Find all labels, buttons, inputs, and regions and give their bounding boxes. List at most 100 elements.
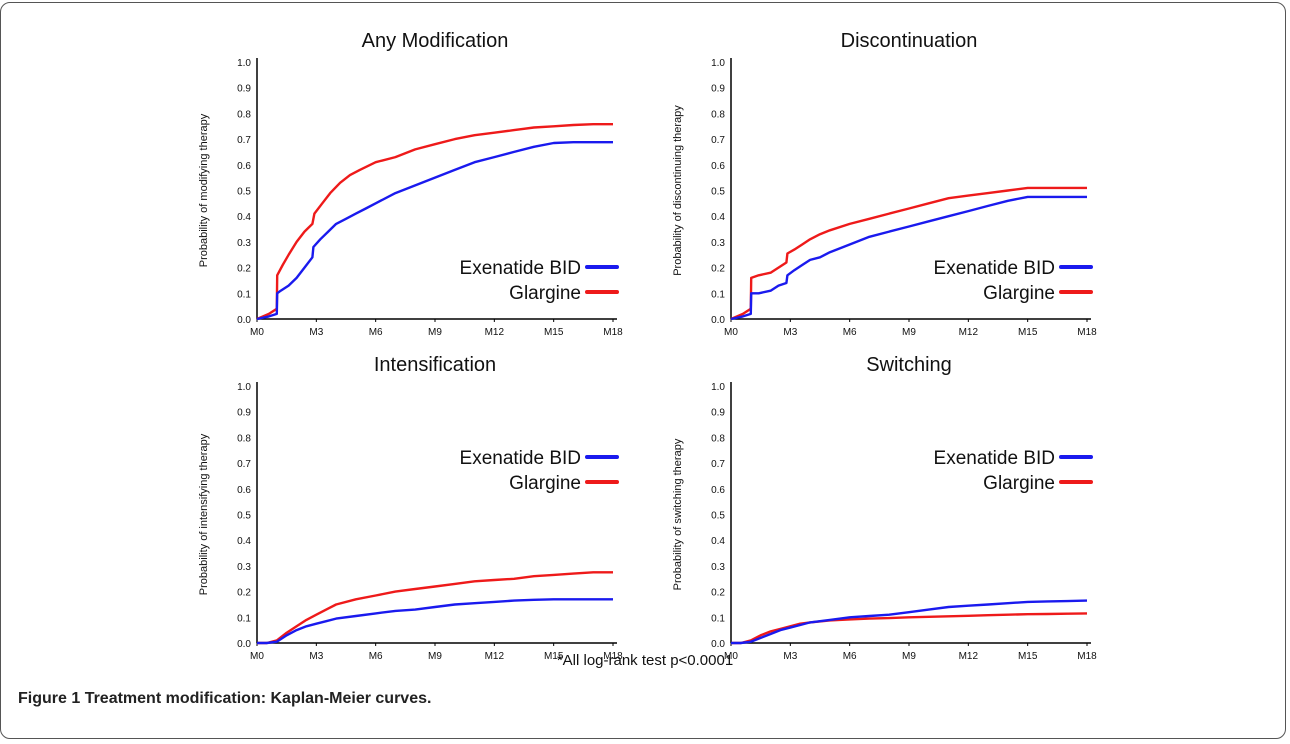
y-axis-label: Probability of discontinuing therapy (672, 105, 684, 276)
y-tick-label: 0.0 (711, 315, 725, 326)
y-tick-label: 1.0 (237, 382, 251, 393)
chart-panel: Discontinuation 0.0 0.1 0.2 0.3 0.4 0.5 0.6 0.7 0… (672, 30, 1097, 338)
y-tick-label: 0.9 (711, 408, 725, 419)
figure-caption: Figure 1 Treatment modification: Kaplan-… (18, 690, 431, 708)
y-tick-label: 0.3 (237, 562, 251, 573)
series-line (731, 599, 1088, 645)
y-tick-label: 0.6 (237, 161, 251, 172)
legend-label: Glargine (983, 283, 1055, 304)
x-tick-label: M0 (250, 327, 264, 338)
x-tick-label: M15 (1018, 651, 1038, 662)
x-tick-label: M9 (428, 327, 442, 338)
x-tick-label: M3 (783, 651, 797, 662)
legend-label: Exenatide BID (460, 448, 581, 469)
y-tick-label: 0.1 (237, 289, 251, 300)
y-tick-label: 0.9 (237, 408, 251, 419)
x-tick-label: M3 (309, 327, 323, 338)
x-tick-label: M18 (603, 327, 623, 338)
x-tick-label: M6 (369, 327, 383, 338)
y-tick-label: 0.8 (237, 433, 251, 444)
x-tick-label: M0 (724, 327, 738, 338)
series-line (730, 195, 1087, 321)
x-tick-label: M15 (544, 327, 564, 338)
series-line (731, 612, 1088, 645)
x-tick-label: M15 (544, 651, 564, 662)
x-tick-label: M15 (1018, 327, 1038, 338)
footnote: *All log-rank test p<0.0001 (556, 652, 734, 669)
y-tick-label: 0.4 (237, 536, 251, 547)
x-tick-label: M12 (485, 327, 505, 338)
x-tick-label: M6 (843, 651, 857, 662)
y-tick-label: 0.6 (237, 485, 251, 496)
x-tick-label: M9 (428, 651, 442, 662)
series-line (257, 571, 613, 645)
y-tick-label: 0.7 (237, 135, 251, 146)
y-axis-label: Probability of switching therapy (672, 438, 684, 590)
x-tick-label: M6 (369, 651, 383, 662)
chart-panel: Any Modification 0.0 0.1 0.2 0.3 0.4 0.5 0.6 0.7… (198, 30, 623, 338)
chart-title: Discontinuation (841, 30, 978, 52)
y-tick-label: 0.3 (711, 238, 725, 249)
series-line (256, 141, 613, 321)
y-tick-label: 0.6 (711, 161, 725, 172)
y-tick-label: 0.0 (237, 639, 251, 650)
caption-label: Figure 1 (18, 690, 81, 707)
y-tick-label: 1.0 (711, 382, 725, 393)
x-tick-label: M0 (250, 651, 264, 662)
y-tick-label: 0.4 (711, 536, 725, 547)
y-axis-label: Probability of modifying therapy (198, 113, 210, 267)
y-tick-label: 0.8 (711, 109, 725, 120)
x-tick-label: M6 (843, 327, 857, 338)
series-line (256, 123, 613, 321)
chart-title: Any Modification (362, 30, 509, 52)
y-tick-label: 0.6 (711, 485, 725, 496)
x-tick-label: M18 (603, 651, 623, 662)
y-tick-label: 0.7 (711, 459, 725, 470)
chart-panel: Intensification 0.0 0.1 0.2 0.3 0.4 0.5 0.6 0.7 0… (198, 354, 623, 662)
y-tick-label: 0.4 (711, 212, 725, 223)
y-tick-label: 0.2 (711, 588, 725, 599)
y-tick-label: 0.5 (237, 187, 251, 198)
x-tick-label: M12 (959, 651, 979, 662)
y-tick-label: 0.1 (711, 289, 725, 300)
y-tick-label: 0.0 (711, 639, 725, 650)
y-tick-label: 0.8 (237, 109, 251, 120)
y-tick-label: 0.7 (711, 135, 725, 146)
y-tick-label: 0.9 (711, 84, 725, 95)
series-line (730, 186, 1087, 321)
x-tick-label: M12 (959, 327, 979, 338)
x-tick-label: M3 (783, 327, 797, 338)
legend-label: Glargine (509, 283, 581, 304)
chart-panel: Switching 0.0 0.1 0.2 0.3 0.4 0.5 0.6 0.7 0.8 0.9 1… (672, 354, 1097, 662)
y-axis-label: Probability of intensifying therapy (198, 433, 210, 595)
y-tick-label: 0.2 (237, 264, 251, 275)
caption-text: Treatment modification: Kaplan-Meier cur… (84, 690, 432, 707)
y-tick-label: 0.5 (237, 511, 251, 522)
x-tick-label: M18 (1077, 651, 1097, 662)
y-tick-label: 0.5 (711, 511, 725, 522)
legend-label: Glargine (509, 473, 581, 494)
y-tick-label: 0.9 (237, 84, 251, 95)
y-tick-label: 0.8 (711, 433, 725, 444)
y-tick-label: 0.0 (237, 315, 251, 326)
y-tick-label: 0.2 (711, 264, 725, 275)
y-tick-label: 0.3 (237, 238, 251, 249)
y-tick-label: 0.5 (711, 187, 725, 198)
y-tick-label: 0.3 (711, 562, 725, 573)
x-tick-label: M18 (1077, 327, 1097, 338)
x-tick-label: M9 (902, 651, 916, 662)
legend-label: Exenatide BID (934, 258, 1055, 279)
y-tick-label: 1.0 (237, 58, 251, 69)
chart-title: Switching (866, 354, 952, 376)
legend-label: Glargine (983, 473, 1055, 494)
y-tick-label: 0.2 (237, 588, 251, 599)
y-tick-label: 0.7 (237, 459, 251, 470)
legend-label: Exenatide BID (934, 448, 1055, 469)
y-tick-label: 0.1 (711, 613, 725, 624)
y-tick-label: 0.1 (237, 613, 251, 624)
y-tick-label: 1.0 (711, 58, 725, 69)
x-tick-label: M12 (485, 651, 505, 662)
series-line (257, 598, 613, 645)
